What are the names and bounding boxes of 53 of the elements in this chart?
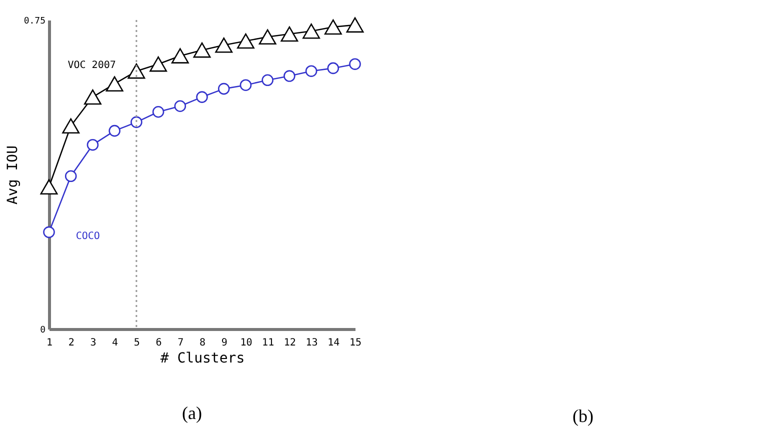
point: [302, 23, 320, 39]
x-axis-title: # Clusters: [160, 350, 245, 366]
point: [64, 170, 77, 182]
point: [280, 26, 298, 42]
point: [240, 79, 252, 91]
x-tick-label: 3: [90, 338, 96, 348]
text: COCO: [76, 231, 100, 242]
y-tick-label: 0.75: [24, 16, 46, 26]
point: [174, 100, 186, 112]
x-tick-label: 4: [112, 338, 118, 348]
point: [262, 74, 274, 86]
point: [108, 124, 120, 137]
point: [130, 116, 142, 128]
series-label: VOC 2007: [68, 60, 116, 72]
x-tick-label: 12: [284, 338, 296, 348]
point: [284, 70, 296, 82]
y-tick-label: 0: [40, 326, 46, 336]
point: [43, 226, 55, 238]
text: (b): [572, 406, 594, 426]
point: [128, 63, 146, 79]
x-tick-label: 2: [68, 338, 74, 348]
point: [106, 76, 124, 92]
point: [62, 118, 80, 134]
point: [152, 106, 164, 118]
point: [193, 42, 211, 58]
point: [40, 179, 58, 194]
x-tick-label: 14: [328, 338, 340, 348]
point: [215, 38, 233, 53]
point: [349, 58, 361, 70]
point: [171, 48, 189, 64]
point: [258, 29, 276, 45]
point: [237, 33, 254, 49]
point: [324, 19, 342, 35]
x-tick-label: 8: [199, 338, 206, 348]
point: [218, 82, 230, 95]
point: [346, 17, 364, 33]
x-tick-label: 13: [306, 338, 318, 348]
point: [196, 91, 208, 103]
y-axis-title: Avg IOU: [4, 145, 21, 205]
x-tick-label: 1: [46, 338, 53, 348]
text: (a): [182, 403, 202, 423]
x-tick-label: 15: [349, 338, 362, 348]
x-tick-label: 5: [134, 338, 140, 348]
point: [305, 65, 318, 77]
point: [327, 62, 340, 74]
point: [84, 89, 102, 105]
x-tick-label: 9: [221, 338, 228, 348]
x-tick-label: 11: [262, 338, 274, 348]
point: [150, 56, 167, 72]
x-tick-label: 7: [178, 338, 184, 348]
x-tick-label: 10: [240, 338, 252, 348]
x-tick-label: 6: [156, 338, 162, 348]
point: [86, 138, 99, 151]
